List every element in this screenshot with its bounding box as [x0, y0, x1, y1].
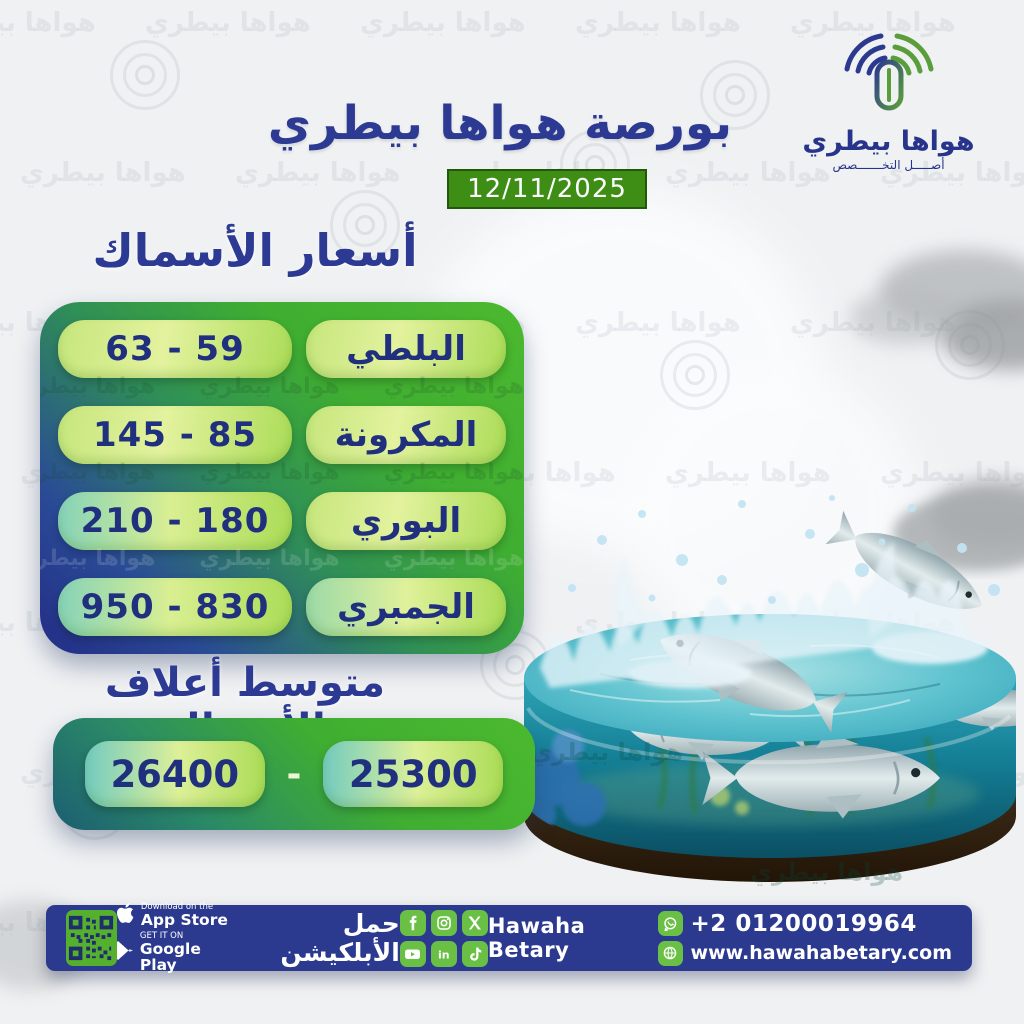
linkedin-icon[interactable]: in [430, 940, 457, 967]
phone-number: +2 01200019964 [690, 910, 917, 937]
google-play-pre-label: GET IT ON [139, 930, 184, 941]
tiktok-icon[interactable] [461, 940, 488, 967]
x-twitter-icon[interactable] [461, 909, 488, 936]
fish-aquarium-image: هواها بيطري هواها بيطري [510, 478, 1024, 924]
app-store-pre-label: Download on the [140, 901, 214, 912]
brand-logo: هواها بيطري أصـــــل التخـــــــصص [781, 28, 996, 172]
watermark-text: هواها بيطري [145, 8, 311, 38]
phone-row[interactable]: +2 01200019964 [657, 910, 952, 937]
svg-text:in: in [438, 948, 450, 961]
page-title: بورصة هواها بيطري [267, 96, 733, 151]
watermark-text: هواها بيطري [20, 158, 186, 188]
instagram-icon[interactable] [430, 909, 457, 936]
price-row: البوري 180 - 210 [58, 492, 506, 550]
globe-icon [657, 940, 683, 966]
youtube-icon[interactable] [399, 940, 426, 967]
range-separator: - [286, 753, 302, 795]
price-range-pill: 180 - 210 [58, 492, 292, 550]
brand-logo-icon [841, 28, 937, 124]
fish-prices-panel: البلطي 59 - 63 المكرونة 85 - 145 البوري … [40, 302, 524, 654]
download-app-label: حمل الأبلكيشن [280, 909, 400, 967]
price-row: المكرونة 85 - 145 [58, 406, 506, 464]
facebook-icon[interactable] [399, 909, 426, 936]
google-play-icon [116, 941, 134, 964]
feed-min-pill: 25300 [323, 741, 504, 807]
google-play-badge[interactable]: GET IT ON Google Play [116, 930, 232, 975]
website-url: www.hawahabetary.com [690, 942, 952, 964]
brand-name: هواها بيطري [802, 126, 975, 157]
feed-max-pill: 26400 [84, 741, 265, 807]
brand-tagline: أصـــــل التخـــــــصص [832, 158, 945, 172]
price-range-pill: 59 - 63 [58, 320, 292, 378]
fish-prices-heading: أسعار الأسماك [92, 224, 418, 277]
price-row: البلطي 59 - 63 [58, 320, 506, 378]
app-store-badge[interactable]: Download on the App Store [116, 901, 232, 929]
scene-watermark: هواها بيطري [530, 738, 684, 766]
brand-name-footer: Hawaha Betary [487, 914, 586, 962]
fish-name-pill: البلطي [306, 320, 506, 378]
whatsapp-icon [657, 911, 683, 936]
footer-bar: Download on the App Store GET IT ON Goog… [46, 901, 972, 975]
watermark-text: هواها بيطري [0, 8, 96, 38]
qr-code[interactable] [66, 910, 117, 966]
contact-info: +2 01200019964 www.hawahabetary.com [657, 910, 952, 966]
price-row: الجمبري 830 - 950 [58, 578, 506, 636]
apple-icon [116, 902, 135, 928]
fish-name-pill: البوري [306, 492, 506, 550]
social-icons: in [399, 909, 488, 967]
fish-name-pill: المكرونة [306, 406, 506, 464]
watermark-logo-ring [110, 40, 180, 110]
feed-panel: 25300 - 26400 [53, 718, 535, 830]
cloud [850, 290, 960, 345]
price-range-pill: 830 - 950 [58, 578, 292, 636]
watermark-text: هواها بيطري [575, 8, 741, 38]
price-range-pill: 85 - 145 [58, 406, 292, 464]
scene-watermark: هواها بيطري [750, 858, 904, 886]
date-badge: 12/11/2025 [447, 169, 647, 209]
app-store-label: App Store [140, 910, 228, 929]
website-row[interactable]: www.hawahabetary.com [657, 940, 952, 966]
watermark-text: هواها بيطري [235, 158, 401, 188]
watermark-text: هواها بيطري [360, 8, 526, 38]
google-play-label: Google Play [139, 939, 201, 975]
fish-name-pill: الجمبري [306, 578, 506, 636]
store-badges: Download on the App Store GET IT ON Goog… [116, 901, 232, 975]
